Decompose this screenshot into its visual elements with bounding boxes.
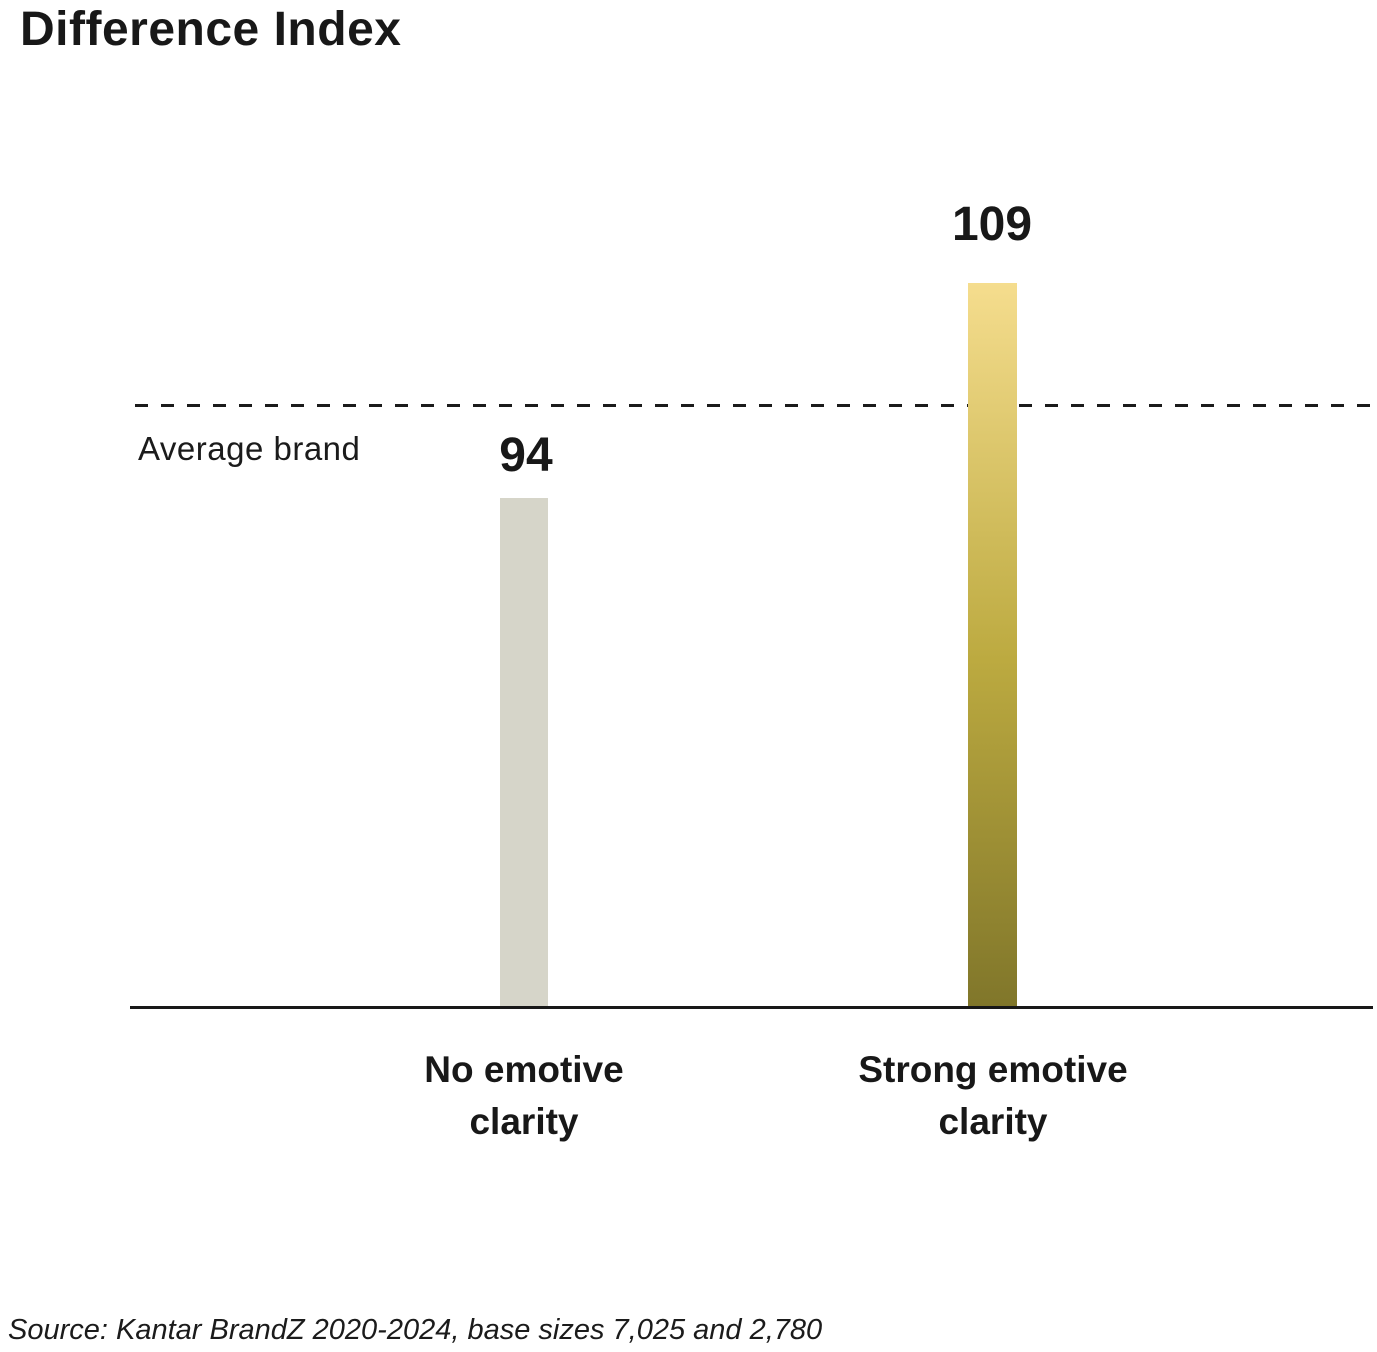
value-label-strong-emotive: 109 <box>951 198 1033 251</box>
bar-strong-emotive <box>968 283 1017 1008</box>
source-note: Source: Kantar BrandZ 2020-2024, base si… <box>8 1314 823 1346</box>
x-axis-line <box>130 1006 1373 1009</box>
chart-title: Difference Index <box>20 3 402 56</box>
bar-no-emotive <box>500 498 548 1008</box>
average-brand-label: Average brand <box>138 430 361 467</box>
average-brand-reference-line <box>135 404 1371 407</box>
category-label-strong-emotive: Strong emotive clarity <box>858 1049 1128 1142</box>
category-label-no-emotive: No emotive clarity <box>424 1049 624 1142</box>
value-label-no-emotive: 94 <box>499 429 553 482</box>
